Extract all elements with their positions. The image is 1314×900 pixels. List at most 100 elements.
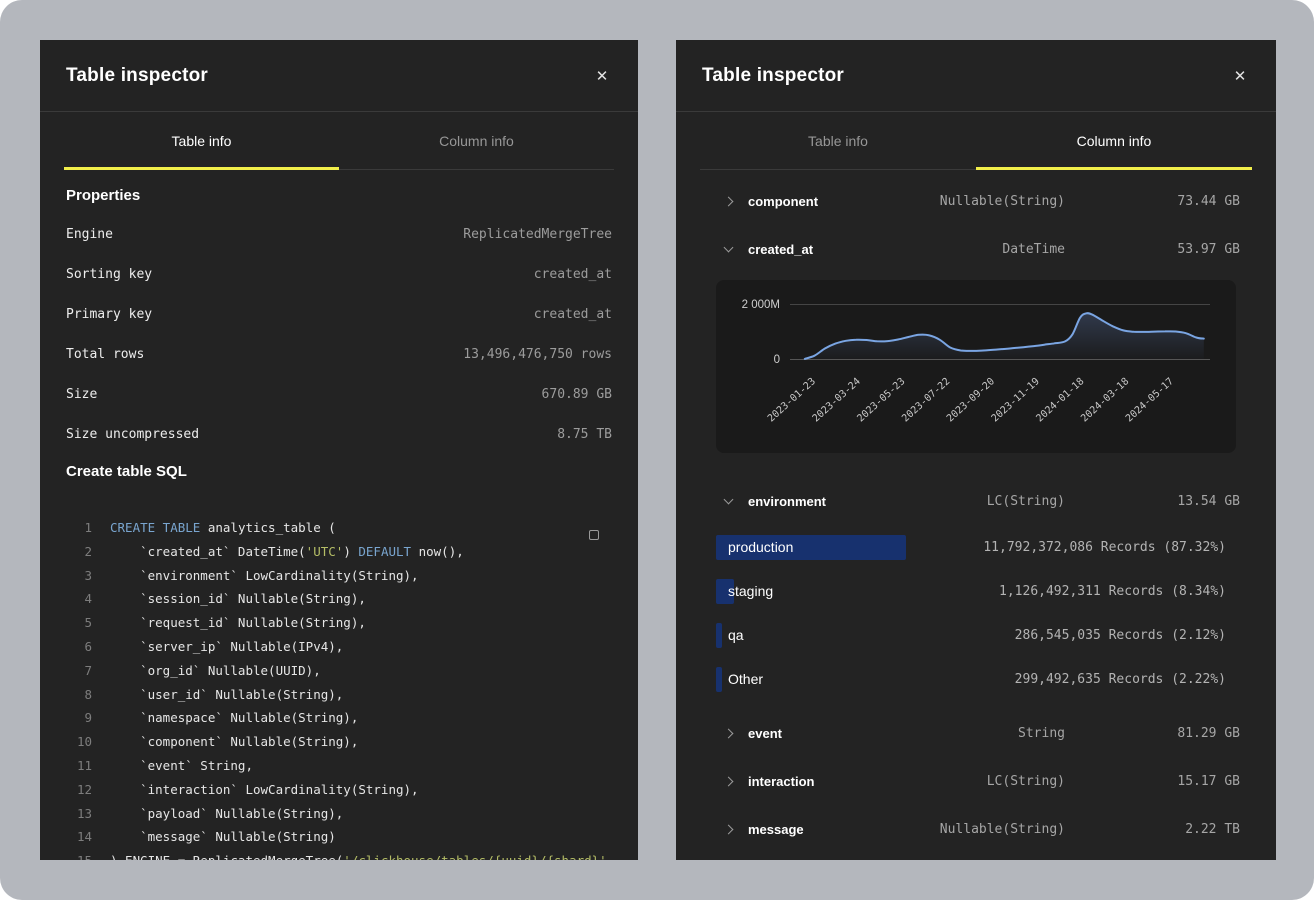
line-number: 13	[66, 802, 92, 826]
column-row-interaction[interactable]: interactionLC(String)15.17 GB	[676, 757, 1276, 805]
value-frequency-bar	[716, 623, 722, 648]
sql-token-plain: `user_id` Nullable(String),	[110, 687, 343, 702]
code-text: `payload` Nullable(String),	[110, 802, 343, 826]
x-axis-tick-label: 2024-05-17	[1124, 376, 1176, 424]
property-value: 13,496,476,750 rows	[463, 347, 612, 362]
y-axis-tick-label: 0	[774, 354, 780, 366]
sql-token-plain: `component` Nullable(String),	[110, 734, 358, 749]
environment-value-label: production	[728, 525, 793, 569]
environment-value-records: 1,126,492,311 Records (8.34%)	[999, 569, 1226, 613]
column-type: LC(String)	[987, 494, 1065, 509]
column-list: componentNullable(String)73.44 GBcreated…	[676, 177, 1276, 853]
sql-token-plain: ) ENGINE = ReplicatedMergeTree(	[110, 853, 343, 860]
chevron-box	[714, 247, 742, 251]
column-row-main: environmentLC(String)	[742, 494, 1065, 509]
environment-value-row: production 11,792,372,086 Records (87.32%…	[676, 525, 1240, 569]
page-background: Table inspector ✕ Table info Column info…	[0, 0, 1314, 900]
chevron-box	[714, 499, 742, 503]
line-number: 5	[66, 611, 92, 635]
sql-token-plain: `payload` Nullable(String),	[110, 806, 343, 821]
column-row-component[interactable]: componentNullable(String)73.44 GB	[676, 177, 1276, 225]
close-button[interactable]: ✕	[588, 62, 616, 90]
property-label: Size uncompressed	[66, 427, 199, 442]
tab-column-info[interactable]: Column info	[339, 112, 614, 170]
sql-code-block: 1 CREATE TABLE analytics_table (2 `create…	[66, 516, 612, 860]
column-row-main: created_atDateTime	[742, 242, 1065, 257]
column-row-message[interactable]: messageNullable(String)2.22 TB	[676, 805, 1276, 853]
table-inspector-dialog-right: Table inspector ✕ Table info Column info…	[676, 40, 1276, 860]
timeseries-chart: 2 000M02023-01-232023-03-242023-05-23202…	[716, 280, 1236, 453]
column-row-created_at[interactable]: created_atDateTime53.97 GB	[676, 225, 1276, 273]
sql-code-line: 9 `namespace` Nullable(String),	[66, 706, 612, 730]
sql-code-line: 2 `created_at` DateTime('UTC') DEFAULT n…	[66, 540, 612, 564]
copy-sql-button[interactable]	[584, 522, 608, 546]
create-table-sql-heading: Create table SQL	[66, 462, 612, 482]
column-size: 53.97 GB	[1065, 242, 1240, 257]
sql-code-line: 1 CREATE TABLE analytics_table (	[66, 516, 612, 540]
tab-bar: Table info Column info	[40, 112, 638, 170]
value-frequency-bar	[716, 667, 722, 692]
dialog-header: Table inspector ✕	[40, 40, 638, 112]
properties-heading: Properties	[66, 186, 612, 206]
code-text: `event` String,	[110, 754, 253, 778]
column-row-main: messageNullable(String)	[742, 822, 1065, 837]
sql-token-plain: now(),	[411, 544, 464, 559]
environment-value-row: qa286,545,035 Records (2.12%)	[676, 613, 1240, 657]
property-label: Primary key	[66, 307, 152, 322]
sql-token-keyword: DEFAULT	[358, 544, 411, 559]
chevron-box	[714, 778, 742, 785]
property-row: Size670.89 GB	[66, 374, 612, 414]
property-row: EngineReplicatedMergeTree	[66, 214, 612, 254]
created-at-histogram: 2 000M02023-01-232023-03-242023-05-23202…	[716, 280, 1236, 453]
sql-token-plain: `interaction` LowCardinality(String),	[110, 782, 419, 797]
code-text: `interaction` LowCardinality(String),	[110, 778, 419, 802]
tab-bar: Table info Column info	[676, 112, 1276, 170]
y-axis-tick-label: 2 000M	[742, 299, 780, 311]
property-row: Size uncompressed8.75 TB	[66, 414, 612, 454]
sql-code-line: 4 `session_id` Nullable(String),	[66, 587, 612, 611]
chevron-down-icon	[723, 243, 733, 253]
tab-table-info[interactable]: Table info	[700, 112, 976, 170]
code-text: CREATE TABLE analytics_table (	[110, 516, 336, 540]
chevron-right-icon	[723, 728, 733, 738]
line-number: 1	[66, 516, 92, 540]
column-size: 13.54 GB	[1065, 494, 1240, 509]
sql-code-line: 6 `server_ip` Nullable(IPv4),	[66, 635, 612, 659]
line-number: 6	[66, 635, 92, 659]
property-row: Sorting keycreated_at	[66, 254, 612, 294]
code-text: ) ENGINE = ReplicatedMergeTree('/clickho…	[110, 849, 614, 860]
sql-code-line: 14 `message` Nullable(String)	[66, 825, 612, 849]
environment-value-records: 11,792,372,086 Records (87.32%)	[983, 525, 1226, 569]
property-row: Total rows13,496,476,750 rows	[66, 334, 612, 374]
column-row-environment[interactable]: environmentLC(String)13.54 GB	[676, 477, 1276, 525]
environment-value-records: 286,545,035 Records (2.12%)	[1015, 613, 1226, 657]
sql-token-string: '/clickhouse/tables/{uuid}/{shard}',	[343, 853, 614, 860]
sql-code-line: 15 ) ENGINE = ReplicatedMergeTree('/click…	[66, 849, 612, 860]
sql-token-plain: `namespace` Nullable(String),	[110, 710, 358, 725]
sql-token-keyword: CREATE TABLE	[110, 520, 200, 535]
chevron-right-icon	[723, 196, 733, 206]
code-text: `request_id` Nullable(String),	[110, 611, 366, 635]
property-value: ReplicatedMergeTree	[463, 227, 612, 242]
chevron-right-icon	[723, 824, 733, 834]
line-number: 10	[66, 730, 92, 754]
copy-icon	[589, 530, 599, 540]
sql-code-line: 7 `org_id` Nullable(UUID),	[66, 659, 612, 683]
line-number: 15	[66, 849, 92, 860]
column-row-event[interactable]: eventString81.29 GB	[676, 709, 1276, 757]
column-info-content: componentNullable(String)73.44 GBcreated…	[676, 177, 1276, 853]
code-text: `message` Nullable(String)	[110, 825, 336, 849]
code-text: `environment` LowCardinality(String),	[110, 564, 419, 588]
column-size: 2.22 TB	[1065, 822, 1240, 837]
sql-token-plain: )	[343, 544, 358, 559]
tab-column-info[interactable]: Column info	[976, 112, 1252, 170]
close-button[interactable]: ✕	[1226, 62, 1254, 90]
line-number: 14	[66, 825, 92, 849]
line-number: 3	[66, 564, 92, 588]
column-type: DateTime	[1002, 242, 1065, 257]
line-number: 7	[66, 659, 92, 683]
line-number: 2	[66, 540, 92, 564]
code-text: `session_id` Nullable(String),	[110, 587, 366, 611]
column-row-main: componentNullable(String)	[742, 194, 1065, 209]
tab-table-info[interactable]: Table info	[64, 112, 339, 170]
